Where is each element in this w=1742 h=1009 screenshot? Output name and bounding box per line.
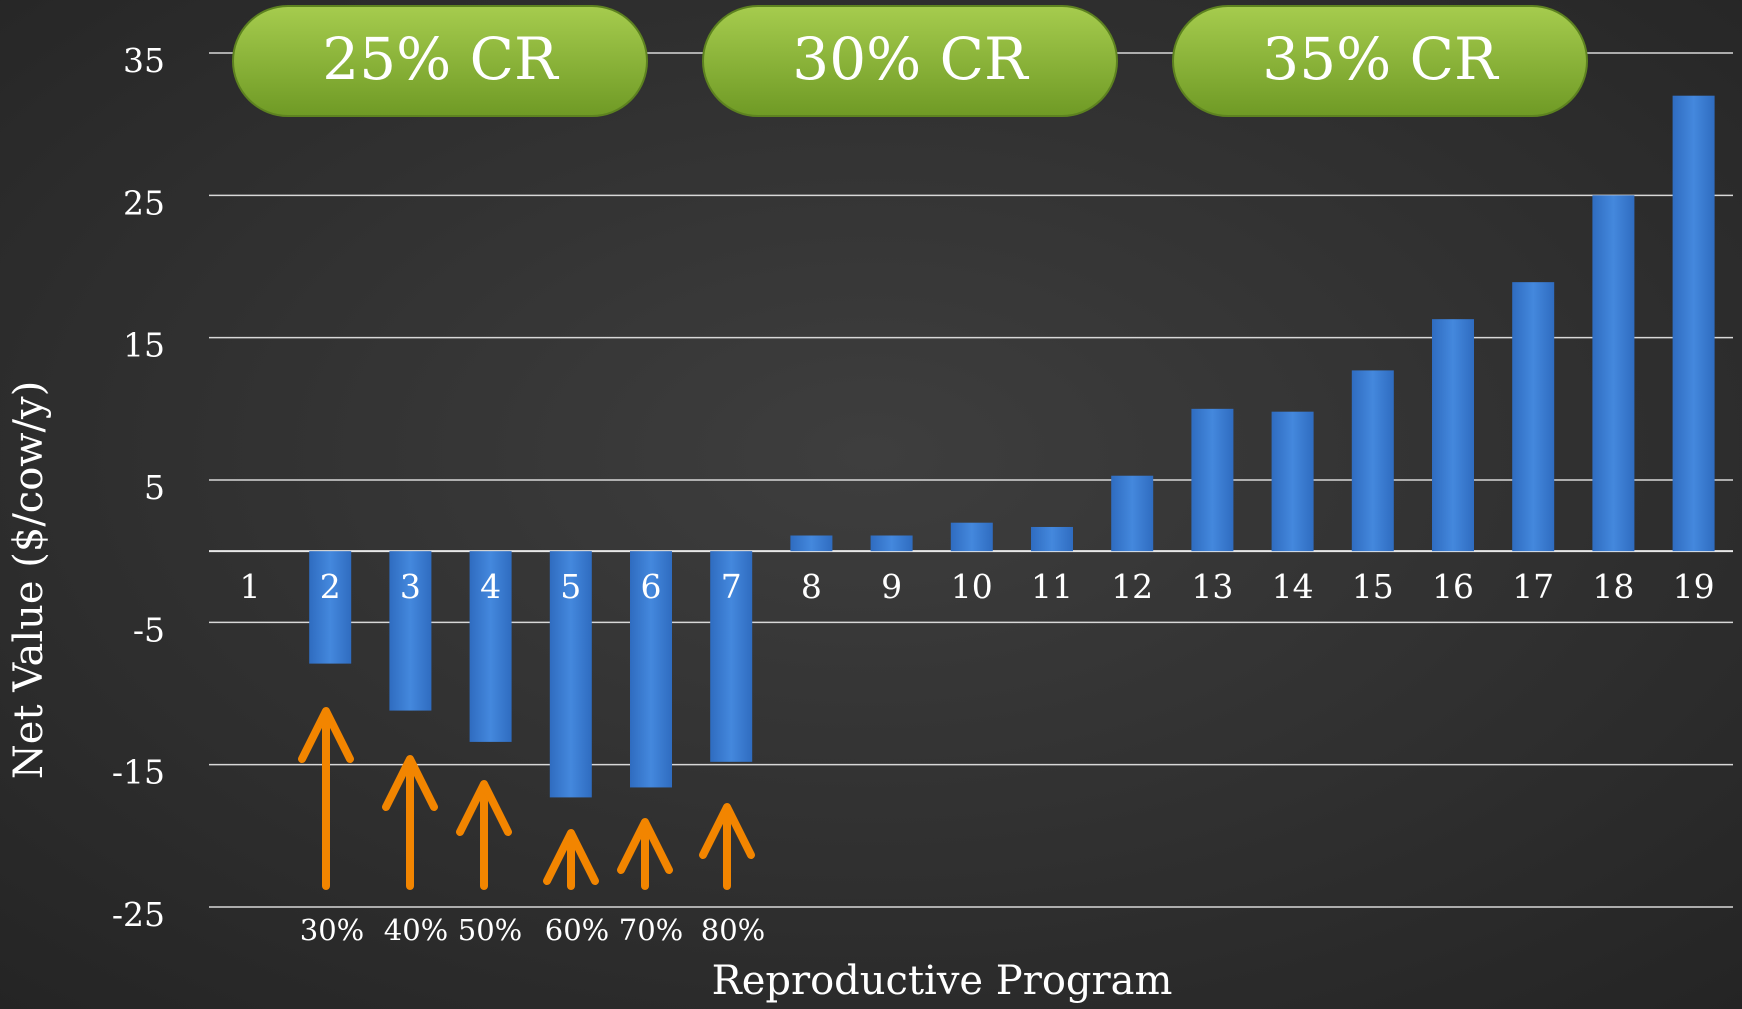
x-tick-label: 7 [721,567,742,606]
x-tick-label: 10 [951,567,993,606]
bar [790,535,833,552]
x-tick-label: 5 [560,567,581,606]
arrow-label: 30% [300,913,364,947]
arrow-head [699,803,755,859]
group-label: 25% CR [322,25,560,93]
arrow-head [543,829,599,885]
x-tick-label: 15 [1352,567,1394,606]
x-tick-label: 18 [1592,567,1634,606]
bar [870,535,913,552]
y-tick-label: -5 [133,610,165,649]
bar [549,551,592,798]
y-tick-label: 25 [123,183,165,222]
x-axis-title: Reproductive Program [712,958,1173,1004]
group-pill [1172,5,1588,117]
arrow-head [382,755,438,811]
y-axis-title: Net Value ($/cow/y) [6,381,52,779]
bar [1271,411,1314,552]
x-tick-label: 2 [320,567,341,606]
x-tick-label: 8 [801,567,822,606]
group-label: 30% CR [792,25,1030,93]
group-label: 35% CR [1262,25,1500,93]
x-tick-label: 9 [881,567,902,606]
y-tick-label: -25 [112,895,165,934]
x-tick-label: 14 [1272,567,1314,606]
bar [469,551,512,742]
bar [389,551,432,711]
x-tick-label: 13 [1191,567,1233,606]
y-tick-label: 5 [144,468,165,507]
bar [1111,475,1154,552]
bar [1351,370,1394,552]
arrow-label: 60% [545,913,609,947]
bar [309,551,352,664]
arrow-label: 80% [701,913,765,947]
bar [710,551,753,762]
y-tick-label: 15 [123,326,165,365]
bar [1432,319,1474,552]
x-tick-label: 3 [400,567,421,606]
x-tick-label: 12 [1111,567,1153,606]
bar [630,551,672,788]
y-tick-label: 35 [123,41,165,80]
x-tick-label: 6 [641,567,662,606]
bar [1592,195,1635,552]
bar [1512,282,1555,552]
x-tick-label: 16 [1432,567,1474,606]
arrow-head [456,780,512,836]
x-tick-label: 4 [480,567,501,606]
bar [1031,526,1073,552]
arrow-head [617,818,673,874]
x-tick-label: 17 [1512,567,1554,606]
y-tick-label: -15 [112,753,165,792]
arrow-label: 50% [458,913,522,947]
bar [1191,408,1234,552]
bar [1672,95,1715,552]
bar [950,522,993,552]
x-tick-label: 11 [1031,567,1073,606]
group-pill [232,5,648,117]
arrow-head [298,707,354,763]
x-tick-label: 1 [240,567,261,606]
x-tick-label: 19 [1673,567,1715,606]
arrow-label: 40% [384,913,448,947]
arrow-label: 70% [619,913,683,947]
group-pill [702,5,1118,117]
